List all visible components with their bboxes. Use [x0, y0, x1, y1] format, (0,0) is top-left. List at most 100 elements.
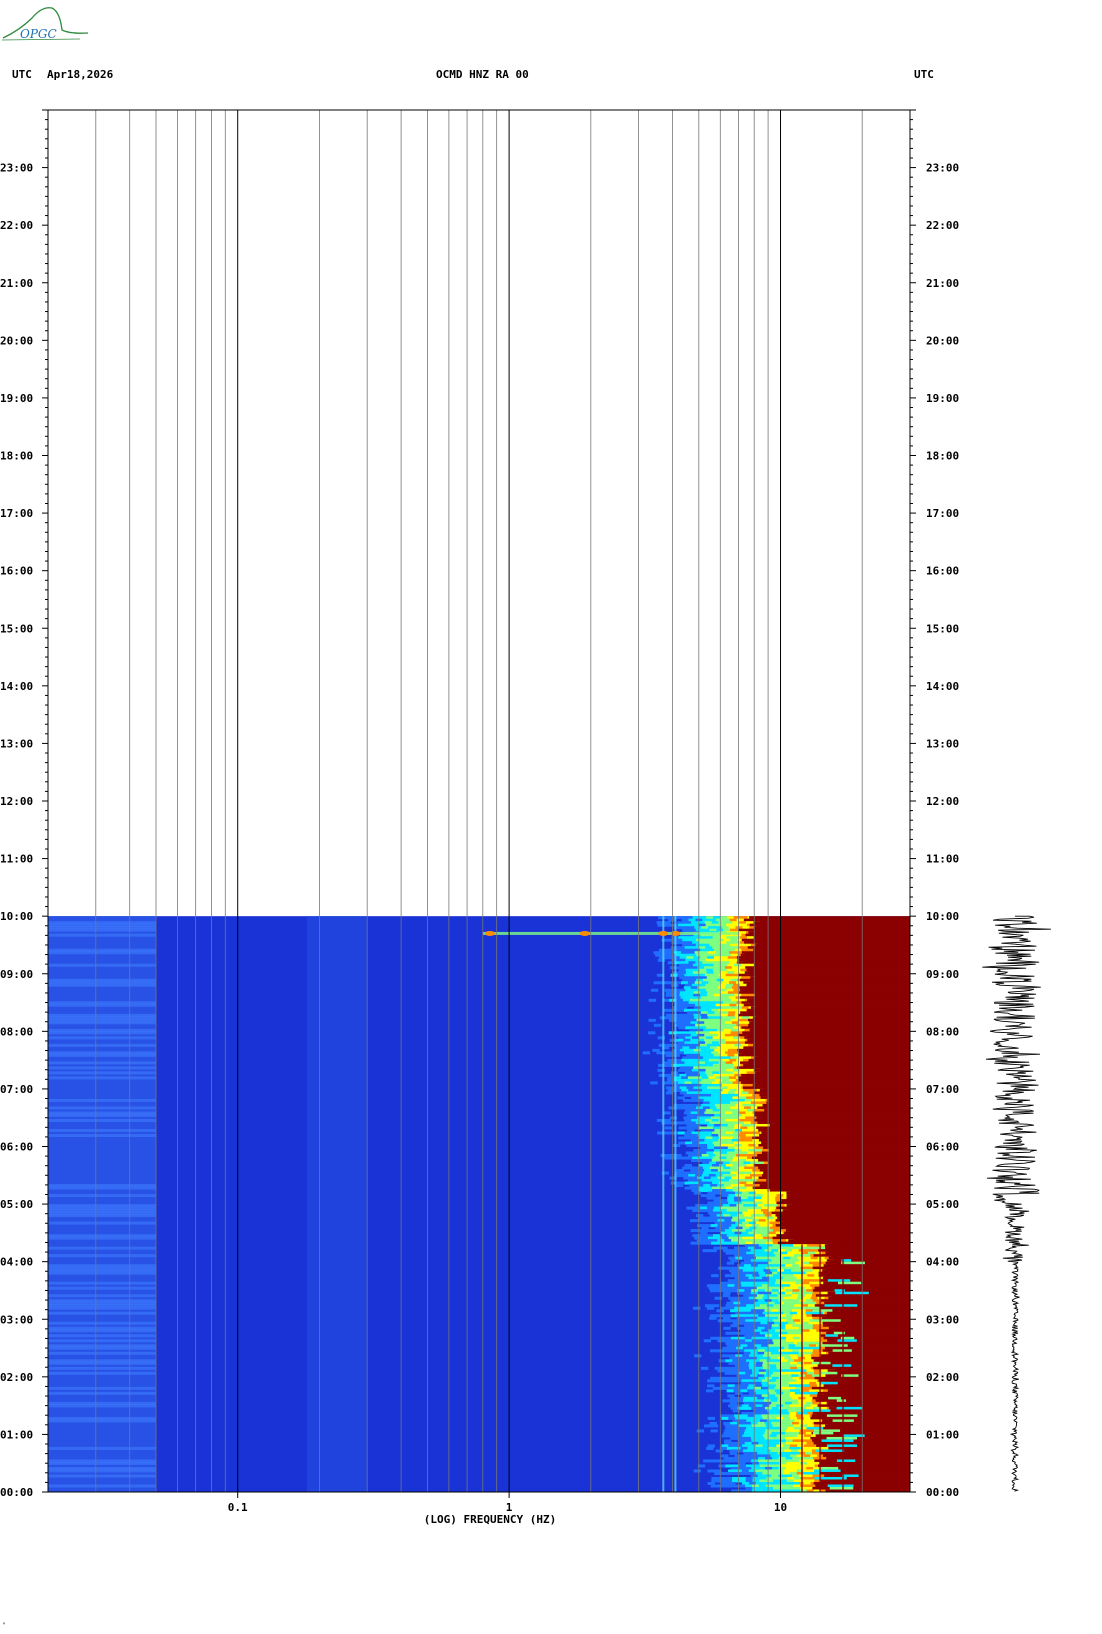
spectral-cell: [747, 1151, 755, 1155]
spectral-cell: [759, 1216, 768, 1220]
spectral-cell: [725, 1189, 734, 1193]
x-axis-label: (LOG) FREQUENCY (HZ): [423, 1513, 557, 1526]
row-streak: [48, 1111, 157, 1115]
y-tick-label-left: 09:00: [0, 968, 33, 981]
spectral-cell: [733, 916, 742, 920]
spectral-cell: [786, 1461, 794, 1465]
saturated-cell: [753, 948, 910, 952]
spectral-cell: [781, 1381, 790, 1385]
spectral-cell: [680, 926, 688, 930]
spectral-cell: [698, 1164, 706, 1168]
spectral-cell: [725, 1164, 734, 1168]
spectral-cell: [708, 1078, 716, 1082]
spectral-cell: [799, 1489, 808, 1492]
spectral-cell: [688, 918, 696, 922]
spectral-cell: [747, 1344, 755, 1348]
spectral-cell: [741, 1469, 750, 1473]
spectral-cell: [679, 1086, 687, 1090]
saturated-cell: [755, 943, 910, 947]
spectral-cell: [678, 1126, 686, 1130]
spectral-cell: [709, 1316, 717, 1320]
saturated-cell: [827, 1401, 910, 1405]
spectral-cell: [708, 996, 716, 1000]
row-streak: [48, 1076, 157, 1080]
spectral-cell: [806, 1439, 814, 1443]
spectral-cell: [775, 1379, 784, 1383]
spectral-cell: [778, 1456, 787, 1460]
spectral-cell: [778, 1259, 786, 1263]
spectral-cell: [747, 1414, 756, 1418]
spectral-cell: [776, 1191, 784, 1195]
spectral-cell: [725, 946, 734, 950]
spectral-cell: [689, 1018, 698, 1022]
spectral-cell: [819, 1264, 827, 1268]
spectral-cell: [779, 1424, 787, 1428]
row-streak: [48, 1013, 157, 1017]
spectral-cell: [744, 1289, 752, 1293]
spectral-cell: [697, 1038, 705, 1042]
spectral-cell: [768, 1384, 777, 1388]
saturated-cell: [776, 1201, 910, 1205]
spectral-cell: [770, 1449, 778, 1453]
spectral-cell: [694, 1016, 702, 1020]
saturated-cell: [739, 991, 910, 995]
spectral-cell: [807, 1266, 815, 1270]
spectral-cell: [701, 926, 709, 930]
row-streak: [48, 1211, 157, 1215]
spectral-cell: [754, 1246, 763, 1250]
spectral-cell: [809, 1254, 818, 1258]
spectral-cell: [748, 1379, 756, 1383]
saturated-cell: [757, 1121, 910, 1125]
saturated-cell: [752, 1136, 910, 1140]
spectral-cell: [824, 1256, 832, 1260]
spectral-cell: [761, 1196, 769, 1200]
spectral-cell: [747, 1381, 755, 1385]
spectral-cell: [758, 1376, 766, 1380]
saturated-cell: [762, 1174, 910, 1178]
spectral-cell: [778, 1459, 786, 1463]
spectral-cell: [778, 1249, 786, 1253]
spectral-cell: [762, 1231, 770, 1235]
row-streak: [48, 926, 157, 930]
spectral-cell: [683, 1176, 691, 1180]
spectral-cell: [727, 1073, 735, 1077]
spectral-cell: [675, 1171, 683, 1175]
spectral-cell: [717, 1098, 725, 1102]
saturated-cell: [818, 1271, 910, 1275]
spectral-cell: [667, 1078, 675, 1082]
spectral-cell: [705, 1071, 713, 1075]
spectral-cell: [665, 1073, 673, 1077]
spectral-cell: [738, 1241, 746, 1245]
spectral-cell: [699, 1234, 707, 1238]
spectral-cell: [713, 993, 722, 997]
spectral-cell: [728, 1011, 736, 1015]
spectral-cell: [707, 1006, 715, 1010]
spectral-cell: [762, 1123, 770, 1127]
spectral-cell: [810, 1444, 819, 1448]
spectral-cell: [724, 998, 732, 1002]
spectral-cell: [741, 1006, 750, 1010]
row-streak: [48, 1246, 157, 1250]
spectral-cell: [718, 1181, 727, 1185]
spectral-cell: [796, 1379, 804, 1383]
spectral-cell: [710, 1424, 719, 1428]
spectral-cell: [707, 1384, 715, 1388]
saturated-cell: [753, 1091, 910, 1095]
spectral-cell: [679, 971, 687, 975]
spectral-cell: [792, 1336, 801, 1340]
spectral-cell: [712, 946, 720, 950]
spectral-cell: [711, 1033, 719, 1037]
spectral-cell: [772, 1441, 780, 1445]
spectral-cell: [675, 1018, 684, 1022]
spectral-cell: [741, 1043, 749, 1047]
spectral-cell: [765, 1336, 773, 1340]
spectral-cell: [779, 1244, 787, 1248]
spectral-cell: [693, 1086, 701, 1090]
spectral-cell: [755, 1379, 763, 1383]
spectral-cell: [751, 1239, 760, 1243]
spectral-cell: [737, 1264, 745, 1268]
spectral-cell: [730, 928, 738, 932]
spectral-cell: [774, 1351, 795, 1355]
row-streak: [48, 983, 157, 987]
y-tick-label-left: 19:00: [0, 392, 33, 405]
